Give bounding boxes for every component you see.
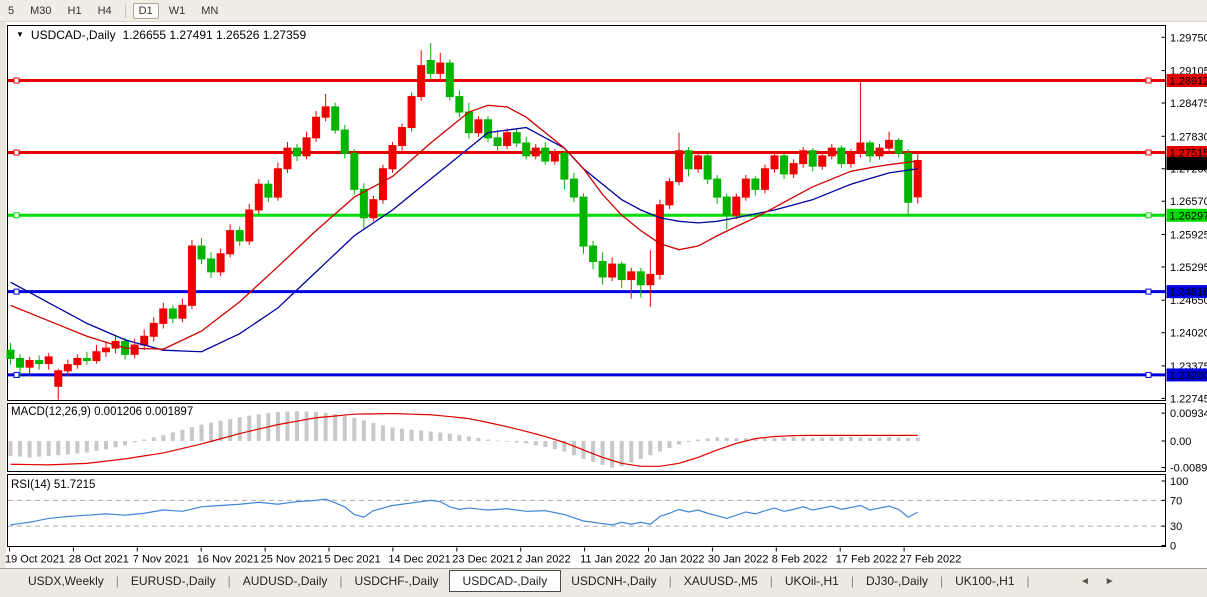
svg-text:1.25295: 1.25295 xyxy=(1170,262,1207,274)
timeframe-h4[interactable]: H4 xyxy=(97,4,112,17)
chart-title: ▼ USDCAD-,Daily 1.26655 1.27491 1.26526 … xyxy=(16,28,306,42)
toolbar-divider xyxy=(124,3,126,18)
svg-text:1.27830: 1.27830 xyxy=(1170,131,1207,143)
timeframe-d1[interactable]: D1 xyxy=(132,2,159,19)
tab-separator: | xyxy=(850,574,854,588)
svg-text:1.27359: 1.27359 xyxy=(1170,159,1207,171)
svg-text:70: 70 xyxy=(1170,495,1182,507)
tab-eurusd-daily[interactable]: EURUSD-,Daily xyxy=(130,574,216,588)
macd-indicator-label: MACD(12,26,9) 0.001206 0.001897 xyxy=(11,406,194,418)
svg-text:1.24816: 1.24816 xyxy=(1170,287,1207,299)
tab-usdcnh-daily[interactable]: USDCNH-,Daily xyxy=(571,574,657,588)
svg-text:1.26570: 1.26570 xyxy=(1170,196,1207,208)
svg-text:17 Feb 2022: 17 Feb 2022 xyxy=(836,554,898,566)
svg-text:0.00: 0.00 xyxy=(1170,436,1191,448)
macd-indicator: 0.009345 0.00 -0.00890 xyxy=(8,408,1207,475)
tab-separator: | xyxy=(115,574,119,588)
date-axis: 19 Oct 2021 28 Oct 2021 7 Nov 2021 16 Nov 2… xyxy=(5,547,962,566)
svg-text:0: 0 xyxy=(1170,541,1176,553)
svg-text:1.22745: 1.22745 xyxy=(1170,393,1207,405)
svg-text:5 Dec 2021: 5 Dec 2021 xyxy=(325,554,381,566)
tab-separator: | xyxy=(1026,574,1030,588)
svg-text:1.24020: 1.24020 xyxy=(1170,328,1207,340)
svg-text:1.23200: 1.23200 xyxy=(1170,370,1207,382)
rsi-indicator: 100 70 30 0 xyxy=(8,476,1188,553)
svg-text:30 Jan 2022: 30 Jan 2022 xyxy=(708,554,769,566)
tab-separator: | xyxy=(769,574,773,588)
candlestick-series xyxy=(6,42,922,400)
svg-text:11 Jan 2022: 11 Jan 2022 xyxy=(580,554,640,566)
scroll-tabs-right-icon[interactable]: ► xyxy=(1104,576,1115,587)
timeframe-m30[interactable]: M30 xyxy=(30,4,52,17)
moving-averages xyxy=(10,104,918,353)
tab-separator: | xyxy=(668,574,672,588)
window-edge xyxy=(0,21,6,568)
timeframe-5[interactable]: 5 xyxy=(8,4,15,17)
tab-separator: | xyxy=(339,574,343,588)
svg-text:14 Dec 2021: 14 Dec 2021 xyxy=(388,554,450,566)
svg-text:20 Jan 2022: 20 Jan 2022 xyxy=(644,554,705,566)
svg-text:16 Nov 2021: 16 Nov 2021 xyxy=(197,554,259,566)
rsi-indicator-label: RSI(14) 51.7215 xyxy=(11,479,96,491)
svg-text:1.27515: 1.27515 xyxy=(1170,148,1207,160)
svg-text:2 Jan 2022: 2 Jan 2022 xyxy=(516,554,570,566)
svg-text:100: 100 xyxy=(1170,476,1188,488)
horizontal-line[interactable] xyxy=(8,288,1165,295)
svg-text:23 Dec 2021: 23 Dec 2021 xyxy=(452,554,514,566)
svg-text:30: 30 xyxy=(1170,521,1182,533)
svg-text:0.009345: 0.009345 xyxy=(1170,408,1207,420)
horizontal-line[interactable] xyxy=(8,77,1165,84)
svg-text:1.26297: 1.26297 xyxy=(1170,210,1207,222)
chart-ohlc-values: 1.26655 1.27491 1.26526 1.27359 xyxy=(122,28,307,42)
timeframe-h1[interactable]: H1 xyxy=(67,4,82,17)
tab-separator: | xyxy=(227,574,231,588)
svg-text:7 Nov 2021: 7 Nov 2021 xyxy=(133,554,189,566)
scroll-tabs-left-icon[interactable]: ◄ xyxy=(1080,576,1090,587)
svg-text:1.25925: 1.25925 xyxy=(1170,229,1207,241)
chart-tab-bar: USDX,Weekly | EURUSD-,Daily | AUDUSD-,Daily |… xyxy=(0,568,1207,597)
svg-text:1.28912: 1.28912 xyxy=(1170,76,1207,88)
tab-ukoil-h1[interactable]: UKOil-,H1 xyxy=(784,574,839,588)
svg-text:1.24650: 1.24650 xyxy=(1170,295,1207,307)
tab-scroll-arrows: ◄ ► xyxy=(1074,576,1121,587)
svg-text:25 Nov 2021: 25 Nov 2021 xyxy=(261,554,323,566)
timeframe-mn[interactable]: MN xyxy=(201,4,219,17)
tab-dj30-daily[interactable]: DJ30-,Daily xyxy=(865,574,928,588)
tab-uk100-h1[interactable]: UK100-,H1 xyxy=(955,574,1015,588)
horizontal-line[interactable] xyxy=(8,149,1165,156)
svg-text:27 Feb 2022: 27 Feb 2022 xyxy=(900,554,962,566)
chart-tabs: USDX,Weekly | EURUSD-,Daily | AUDUSD-,Daily |… xyxy=(0,569,1207,593)
tab-usdcad-daily[interactable]: USDCAD-,Daily xyxy=(448,570,562,592)
timeframe-w1[interactable]: W1 xyxy=(168,4,186,17)
tab-separator: | xyxy=(940,574,944,588)
svg-text:1.28475: 1.28475 xyxy=(1170,98,1207,110)
tab-audusd-daily[interactable]: AUDUSD-,Daily xyxy=(242,574,328,588)
timeframe-toolbar: 5 M30 H1 H4 D1 W1 MN xyxy=(0,0,1207,22)
tab-usdx-weekly[interactable]: USDX,Weekly xyxy=(28,574,104,588)
svg-text:-0.00890: -0.00890 xyxy=(1170,463,1207,475)
price-badges: 1.28912 1.27515 1.26297 1.24816 1.23200 1.273… xyxy=(1166,74,1207,382)
tab-usdchf-daily[interactable]: USDCHF-,Daily xyxy=(354,574,439,588)
chart-symbol-label: USDCAD-,Daily xyxy=(30,28,116,42)
symbol-dropdown-icon[interactable]: ▼ xyxy=(16,30,24,39)
svg-text:1.29750: 1.29750 xyxy=(1170,32,1207,44)
rsi-panel xyxy=(7,474,1166,547)
tab-xauusd-m5[interactable]: XAUUSD-,M5 xyxy=(683,574,758,588)
svg-text:28 Oct 2021: 28 Oct 2021 xyxy=(69,554,129,566)
svg-text:8 Feb 2022: 8 Feb 2022 xyxy=(772,554,828,566)
svg-text:19 Oct 2021: 19 Oct 2021 xyxy=(5,554,65,566)
horizontal-line[interactable] xyxy=(8,371,1165,378)
